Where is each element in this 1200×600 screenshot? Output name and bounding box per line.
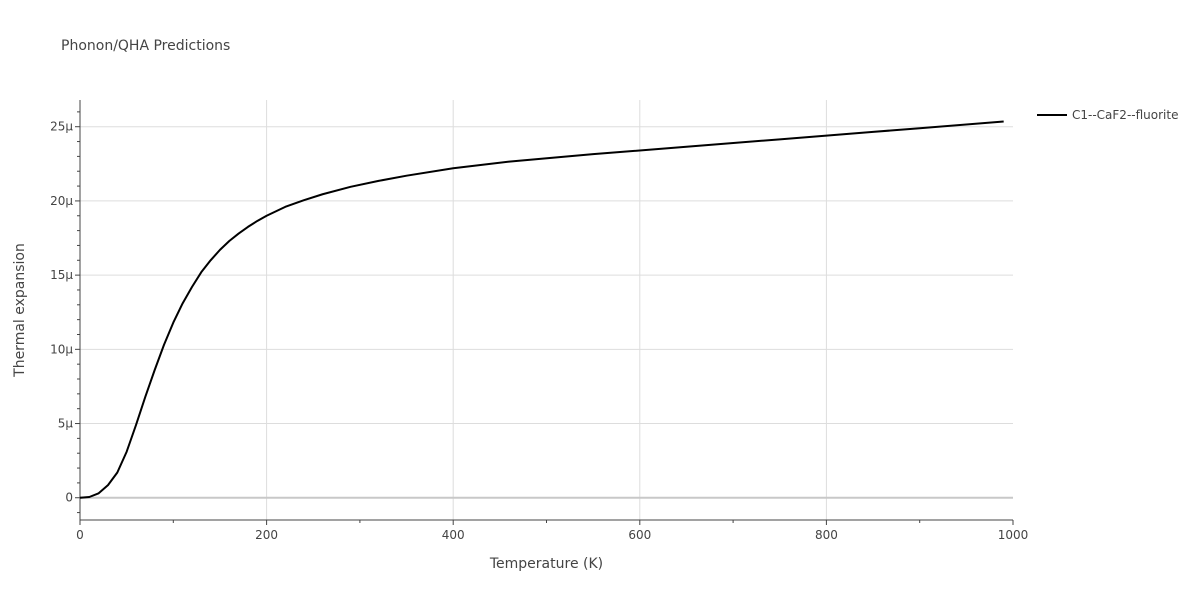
legend-label: C1--CaF2--fluorite [1072,108,1178,122]
x-tick-label: 1000 [998,528,1029,542]
y-tick-label: 0 [65,491,73,505]
series-line-0 [79,120,1004,499]
x-tick-label: 200 [255,528,278,542]
y-tick-label: 5μ [58,417,74,431]
series-layer [79,120,1004,499]
x-axis-title: Temperature (K) [489,556,603,572]
legend: C1--CaF2--fluorite [1037,108,1178,122]
x-tick-label: 0 [76,528,84,542]
x-tick-label: 600 [628,528,651,542]
y-tick-label: 20μ [50,194,73,208]
y-tick-label: 15μ [50,268,73,282]
x-tick-label: 400 [442,528,465,542]
grid [80,100,1013,520]
x-tick-label: 800 [815,528,838,542]
y-axis-title: Thermal expansion [12,243,28,378]
chart-title: Phonon/QHA Predictions [61,38,230,54]
axes: 0 200 400 600 800 1000 0 5μ 10μ 15μ 20μ 25μ [50,100,1028,542]
y-tick-label: 10μ [50,342,73,356]
y-tick-label: 25μ [50,120,73,134]
